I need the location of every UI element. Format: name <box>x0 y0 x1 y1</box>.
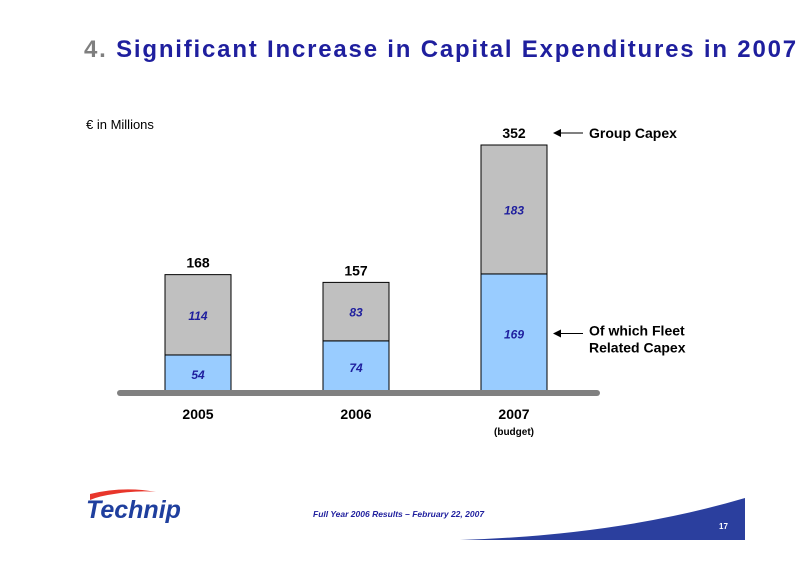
footer-text: Full Year 2006 Results – February 22, 20… <box>313 509 485 519</box>
technip-logo: Technip <box>86 489 181 524</box>
x-tick-sublabel-2007: (budget) <box>494 427 534 438</box>
annotation-arrowhead-fleet-capex <box>553 329 561 338</box>
data-label-2006-fleet: 74 <box>349 361 363 375</box>
bar-segment-2006-fleet <box>322 340 390 394</box>
logo-wordmark: Technip <box>86 496 181 524</box>
total-label-2006: 157 <box>344 262 368 278</box>
data-label-2005-fleet: 54 <box>191 368 205 382</box>
data-label-2005-other: 114 <box>188 309 207 323</box>
bar-segment-2006-other <box>322 281 390 342</box>
annotation-group-capex: Group Capex <box>589 125 677 141</box>
title-number: 4. <box>84 36 108 63</box>
annotation-fleet-capex-line2: Related Capex <box>589 339 686 355</box>
x-tick-label-2006: 2006 <box>340 406 371 422</box>
title-text: Significant Increase in Capital Expendit… <box>116 36 798 63</box>
data-label-2007-fleet: 169 <box>504 327 524 341</box>
logo-swoosh <box>90 489 156 500</box>
unit-label: € in Millions <box>86 117 154 132</box>
bar-segment-2007-other <box>480 144 548 275</box>
x-tick-label-2007: 2007 <box>498 406 529 422</box>
annotation-fleet-capex-line1: Of which Fleet <box>589 322 685 338</box>
bar-segment-2005-other <box>164 274 232 356</box>
data-label-2006-other: 83 <box>349 306 363 320</box>
data-label-2007-other: 183 <box>504 203 524 217</box>
total-label-2007: 352 <box>502 125 526 141</box>
page-number: 17 <box>719 522 728 531</box>
footer-swoosh <box>460 498 745 540</box>
x-tick-label-2005: 2005 <box>182 406 213 422</box>
slide-title: 4. Significant Increase in Capital Expen… <box>84 36 796 64</box>
total-label-2005: 168 <box>186 255 210 271</box>
annotation-arrowhead-group-capex <box>553 129 561 137</box>
